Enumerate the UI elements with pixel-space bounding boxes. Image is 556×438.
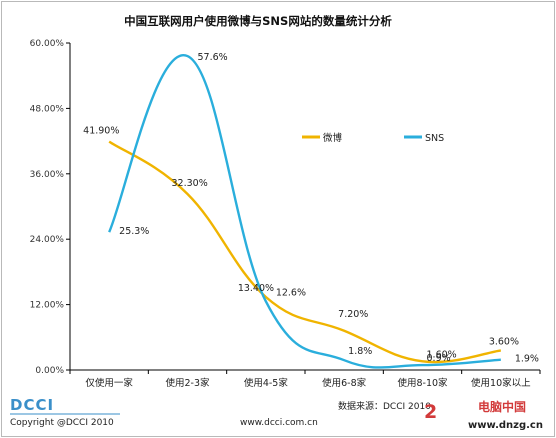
series-line-1 [108,54,501,369]
data-label: 41.90% [83,126,119,137]
y-tick-label: 24.00% [30,235,65,245]
y-tick-label: 60.00% [30,39,65,49]
data-label: 7.20% [338,309,368,320]
x-categories: 仅使用一家 使用2-3家 使用4-5家 使用6-8家 使用8-10家 使用10家以上 [69,370,541,389]
data-labels: 41.90% 32.30% 13.40% 7.20% 1.60% 3.60% 25.3% 57… [83,52,539,365]
y-tick-label: 36.00% [30,170,65,180]
series-lines [108,54,502,369]
data-label: 57.6% [198,52,228,63]
dcci-logo: DCCI [10,396,54,414]
watermark-cn-text: 电脑中国 [478,399,526,414]
x-tick-label: 仅使用一家 [85,377,133,389]
data-label: 1.60% [427,349,457,360]
legend: 微博 SNS [302,132,444,144]
watermark-logo-mark: 2 [424,401,437,423]
data-label: 13.40% [238,283,274,294]
legend-label-sns: SNS [425,133,444,144]
data-label: 32.30% [172,178,208,189]
y-tick-label: 12.00% [30,301,65,311]
y-tick-label: 48.00% [30,104,65,114]
x-tick-label: 使用10家以上 [471,377,531,389]
watermark: 2 电脑中国 www.dnzg.cn [424,399,543,431]
source-text: 数据来源：DCCI 2010 [338,400,431,412]
x-tick-label: 使用6-8家 [322,377,367,389]
watermark-url: www.dnzg.cn [468,420,543,431]
data-label: 1.8% [348,346,372,357]
data-label: 3.60% [489,336,519,347]
data-label: 0.9% [427,353,451,364]
data-label: 25.3% [119,226,149,237]
copyright-text: Copyright @DCCI 2010 [10,418,114,428]
website-text: www.dcci.com.cn [240,418,318,428]
legend-label-weibo: 微博 [323,132,343,144]
data-label: 12.6% [276,287,306,298]
chart-title: 中国互联网用户使用微博与SNS网站的数量统计分析 [124,14,392,28]
y-ticks: 0.00% 12.00% 24.00% 36.00% 48.00% 60.00% [30,39,70,376]
data-label: 1.9% [515,354,539,365]
series-line-0 [108,140,502,364]
x-tick-label: 使用4-5家 [244,377,289,389]
x-tick-label: 使用2-3家 [165,377,210,389]
y-tick-label: 0.00% [35,366,64,376]
x-tick-label: 使用8-10家 [397,377,448,389]
